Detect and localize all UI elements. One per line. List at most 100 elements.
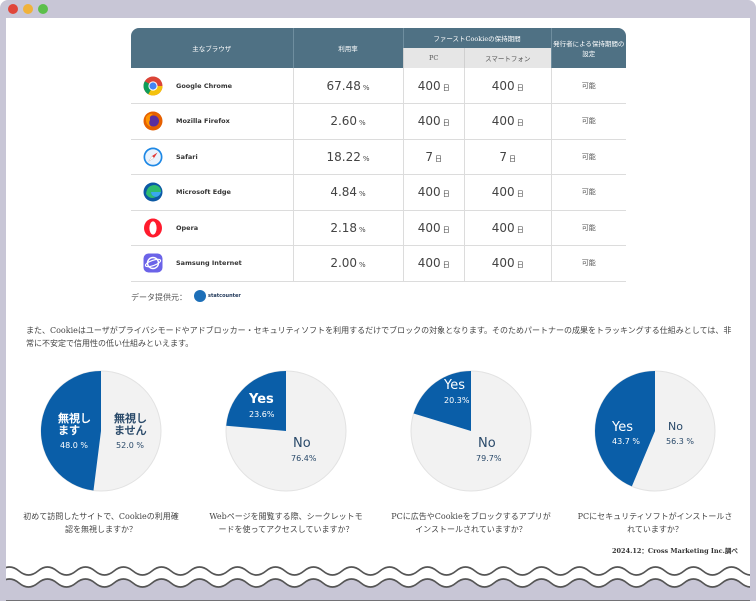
- pie-a-label: Yes: [612, 420, 633, 435]
- statcounter-icon: [194, 290, 206, 302]
- day-unit: 日: [442, 225, 450, 234]
- usage-cell: 2.00%: [292, 245, 403, 282]
- pie-slice-a: [226, 371, 286, 431]
- browser-cell: Mozilla Firefox: [131, 103, 293, 140]
- usage-unit: %: [359, 119, 366, 128]
- usage-cell: 4.84%: [292, 174, 403, 211]
- statcounter-logo-text: statcounter: [208, 293, 241, 299]
- pie-b-percent: 79.7%: [476, 454, 502, 463]
- browser-name: Microsoft Edge: [176, 188, 231, 197]
- usage-unit: %: [359, 190, 366, 199]
- question-security-software: PCにセキュリティソフトがインストールされていますか？: [577, 512, 733, 534]
- page-content: 主なブラウザ 利用率 ファーストCookieの保持期間 発行者による保持期間の設…: [6, 18, 750, 601]
- pie-slice-a: [594, 371, 655, 487]
- browser-name: Opera: [176, 223, 199, 232]
- table-row: Google Chrome 67.48% 400 日 400 日可能: [131, 68, 626, 104]
- usage-value: 2.00: [330, 256, 358, 271]
- table-row: Opera 2.18% 400 日 400 日可能: [131, 210, 626, 246]
- pie-b-percent: 56.3 %: [666, 437, 694, 446]
- setting-cell: 可能: [550, 103, 626, 140]
- setting-cell: 可能: [550, 139, 626, 175]
- firefox-icon: [143, 111, 163, 131]
- pie-a-label: Yes: [249, 392, 274, 407]
- usage-value: 18.22: [326, 149, 361, 164]
- pc-cell: 400 日: [402, 245, 465, 282]
- header-smartphone: スマートフォン: [463, 48, 551, 68]
- setting-cell: 可能: [550, 210, 626, 246]
- day-unit: 日: [516, 83, 524, 92]
- data-source-label: データ提供元：: [131, 293, 187, 302]
- day-unit: 日: [442, 83, 450, 92]
- explanation-paragraph: また、Cookieはユーザがプライバシモードやアドブロッカー・セキュリティソフト…: [26, 326, 732, 348]
- pie-chart-security-software: Yes 43.7 % No 56.3 %: [594, 370, 716, 492]
- minimize-window-icon[interactable]: [23, 4, 33, 14]
- day-unit: 日: [516, 261, 524, 270]
- pie-slice-a: [413, 371, 471, 431]
- smartphone-cell: 400 日: [463, 103, 551, 140]
- setting-cell: 可能: [550, 68, 626, 104]
- header-publisher-setting: 発行者による保持期間の設定: [550, 28, 626, 68]
- opera-icon: [143, 218, 163, 238]
- pie-a-percent: 48.0 %: [60, 441, 88, 450]
- day-unit: 日: [442, 190, 450, 199]
- usage-unit: %: [359, 225, 366, 234]
- pie-chart-ad-block: Yes 20.3% No 79.7%: [410, 370, 532, 492]
- browser-name: Safari: [176, 152, 198, 161]
- pie-b-label: No: [668, 420, 683, 433]
- table-row: Safari 18.22% 7 日 7 日可能: [131, 139, 626, 175]
- day-unit: 日: [435, 154, 443, 163]
- safari-icon: [143, 147, 163, 167]
- usage-cell: 2.18%: [292, 210, 403, 246]
- usage-cell: 67.48%: [292, 68, 403, 104]
- header-browser: 主なブラウザ: [131, 28, 293, 68]
- pc-days: 400: [417, 78, 441, 93]
- table-row: Microsoft Edge 4.84% 400 日 400 日可能: [131, 174, 626, 211]
- close-window-icon[interactable]: [8, 4, 18, 14]
- day-unit: 日: [516, 190, 524, 199]
- usage-value: 2.60: [330, 114, 358, 129]
- pie-a-label: Yes: [444, 378, 465, 393]
- samsung-internet-icon: [143, 253, 163, 273]
- pc-days: 400: [417, 185, 441, 200]
- pc-cell: 400 日: [402, 174, 465, 211]
- title-bar: [0, 0, 756, 18]
- pc-cell: 400 日: [402, 68, 465, 104]
- usage-value: 4.84: [330, 185, 358, 200]
- pie-b-percent: 52.0 %: [116, 441, 144, 450]
- day-unit: 日: [442, 261, 450, 270]
- pc-days: 7: [425, 149, 434, 164]
- browser-cookie-table: 主なブラウザ 利用率 ファーストCookieの保持期間 発行者による保持期間の設…: [131, 28, 626, 282]
- browser-name: Mozilla Firefox: [176, 117, 230, 126]
- header-usage: 利用率: [292, 28, 403, 68]
- survey-credit: 2024.12：Cross Marketing Inc.調べ: [612, 547, 738, 555]
- browser-cell: Opera: [131, 210, 293, 246]
- setting-cell: 可能: [550, 245, 626, 282]
- header-pc: PC: [402, 48, 465, 68]
- pie-b-label: 無視しません: [114, 412, 147, 437]
- pie-b-label: No: [293, 436, 311, 451]
- pc-days: 400: [417, 114, 441, 129]
- statcounter-logo: statcounter: [194, 290, 241, 303]
- pie-a-percent: 23.6%: [249, 410, 275, 419]
- usage-unit: %: [362, 154, 370, 163]
- browser-cell: Google Chrome: [131, 68, 293, 104]
- day-unit: 日: [516, 119, 524, 128]
- browser-name: Google Chrome: [176, 81, 233, 90]
- torn-edge-decoration: [6, 566, 750, 601]
- smartphone-days: 400: [491, 78, 515, 93]
- pc-cell: 400 日: [402, 210, 465, 246]
- pie-b-percent: 76.4%: [291, 454, 317, 463]
- day-unit: 日: [442, 119, 450, 128]
- browser-cell: Microsoft Edge: [131, 174, 293, 211]
- usage-cell: 2.60%: [292, 103, 403, 140]
- pc-days: 400: [417, 220, 441, 235]
- usage-value: 67.48: [326, 78, 361, 93]
- chrome-icon: [143, 76, 163, 96]
- pie-slice-a: [40, 371, 101, 491]
- table-row: Mozilla Firefox 2.60% 400 日 400 日可能: [131, 103, 626, 140]
- maximize-window-icon[interactable]: [38, 4, 48, 14]
- browser-cell: Samsung Internet: [131, 245, 293, 282]
